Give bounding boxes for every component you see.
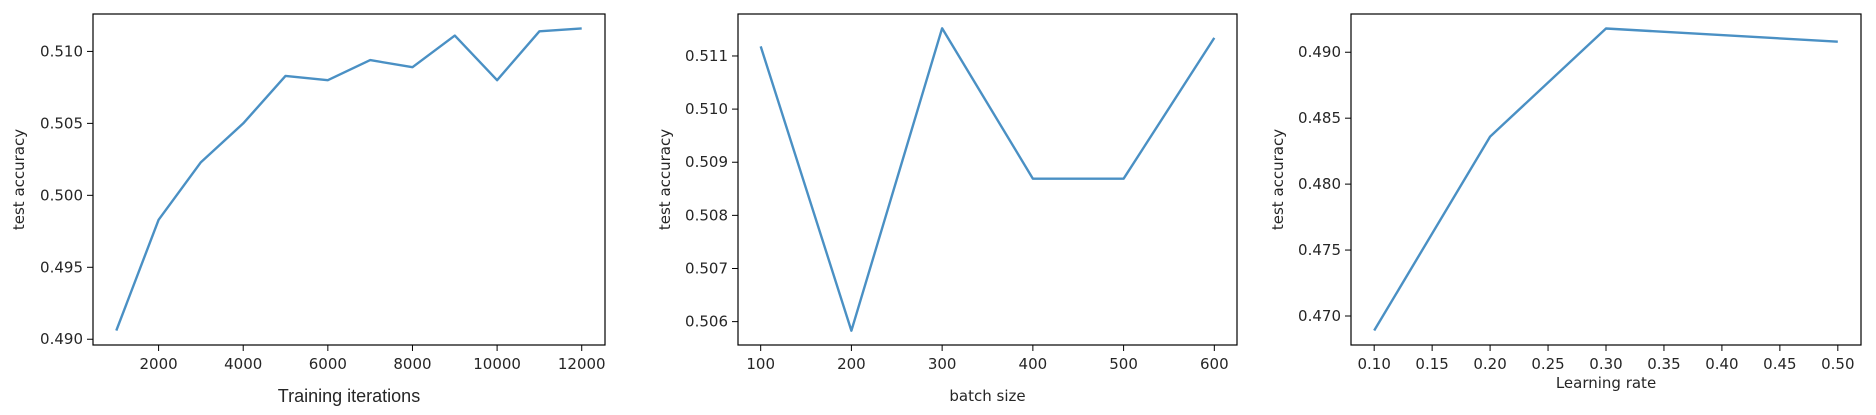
y-tick-label: 0.510 (685, 100, 728, 118)
y-tick-label: 0.495 (40, 258, 83, 276)
x-tick-label: 600 (1200, 355, 1229, 373)
y-axis-label: test accuracy (10, 129, 28, 230)
x-tick-label: 10000 (473, 355, 521, 373)
y-tick-label: 0.507 (685, 259, 728, 277)
x-tick-label: 100 (746, 355, 775, 373)
axes-frame (1350, 13, 1862, 346)
x-tick-label: 12000 (558, 355, 606, 373)
y-tick-label: 0.490 (40, 330, 83, 348)
chart-batch-size: 100 200 300 400 500 600 0.506 0.507 0.508 0.509 0.… (656, 13, 1238, 405)
x-tick-label: 0.50 (1821, 355, 1854, 373)
series-line (1373, 27, 1838, 332)
y-tick-label: 0.511 (685, 47, 728, 65)
x-tick-label: 0.15 (1415, 355, 1448, 373)
x-tick-label: 0.20 (1473, 355, 1506, 373)
x-tick-label: 0.40 (1705, 355, 1738, 373)
x-tick-label: 0.10 (1357, 355, 1390, 373)
x-tick-label: 0.45 (1763, 355, 1796, 373)
y-axis-label: test accuracy (656, 129, 674, 230)
y-tick-label: 0.480 (1298, 175, 1341, 193)
x-tick-label: 4000 (224, 355, 262, 373)
x-axis-label: batch size (949, 387, 1025, 405)
x-tick-label: 8000 (393, 355, 431, 373)
y-tick-label: 0.500 (40, 186, 83, 204)
x-tick-label: 2000 (139, 355, 177, 373)
x-tick-label: 0.30 (1589, 355, 1622, 373)
y-tick-label: 0.508 (685, 206, 728, 224)
x-tick-label: 300 (928, 355, 957, 373)
y-tick-label: 0.510 (40, 42, 83, 60)
y-tick-label: 0.485 (1298, 109, 1341, 127)
x-tick-label: 500 (1109, 355, 1138, 373)
chart-training-iterations: 2000 4000 6000 8000 10000 12000 0.490 0.495 0.50… (10, 13, 606, 406)
x-tick-label: 200 (837, 355, 866, 373)
y-tick-label: 0.475 (1298, 241, 1341, 259)
y-tick-label: 0.490 (1298, 43, 1341, 61)
chart-learning-rate: 0.10 0.15 0.20 0.25 0.30 0.35 0.40 0.45 0.50 0.47… (1269, 13, 1862, 392)
y-tick-label: 0.509 (685, 153, 728, 171)
axes-frame (92, 13, 606, 346)
x-tick-label: 6000 (309, 355, 347, 373)
y-tick-label: 0.506 (685, 313, 728, 331)
x-axis-label: Learning rate (1556, 374, 1656, 392)
x-tick-label: 0.35 (1647, 355, 1680, 373)
y-tick-label: 0.505 (40, 114, 83, 132)
axes-frame (737, 13, 1238, 346)
y-tick-label: 0.470 (1298, 307, 1341, 325)
series-line (759, 27, 1216, 332)
x-axis-label: Training iterations (278, 386, 420, 406)
y-axis-label: test accuracy (1269, 129, 1287, 230)
x-tick-label: 400 (1019, 355, 1048, 373)
series-line (115, 27, 582, 332)
x-tick-label: 0.25 (1531, 355, 1564, 373)
